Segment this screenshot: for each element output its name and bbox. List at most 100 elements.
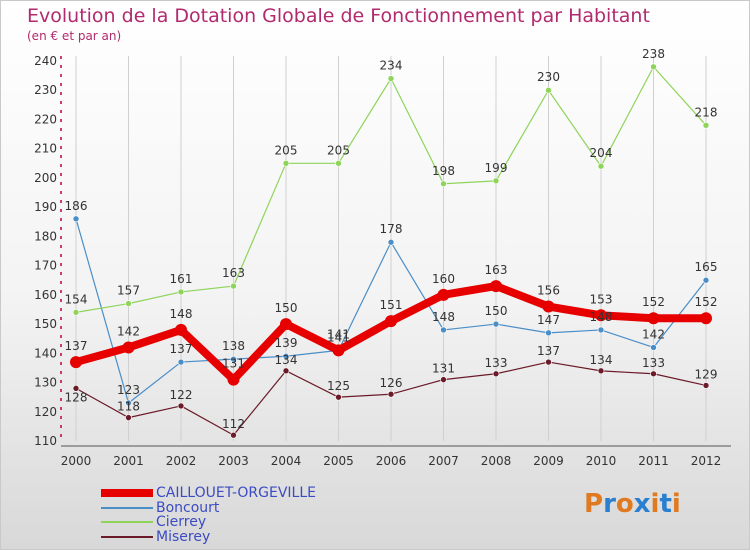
data-label-Miserey-2010: 134 [590, 353, 613, 367]
y-tick-label-180: 180 [34, 229, 57, 243]
data-point-Cierrey-2010 [597, 162, 605, 170]
x-tick-label-2005: 2005 [323, 454, 354, 468]
data-label-CAILLOUET-ORGEVILLE-2002: 148 [170, 307, 193, 321]
x-tick-label-2003: 2003 [218, 454, 249, 468]
x-tick-label-2004: 2004 [271, 454, 302, 468]
data-label-CAILLOUET-ORGEVILLE-2012: 152 [695, 295, 718, 309]
x-tick-label-2009: 2009 [533, 454, 564, 468]
data-label-Boncourt-2001: 123 [117, 383, 140, 397]
y-tick-label-110: 110 [34, 434, 57, 448]
y-tick-label-240: 240 [34, 54, 57, 68]
x-tick-label-2008: 2008 [481, 454, 512, 468]
legend-swatch [101, 489, 153, 497]
data-label-CAILLOUET-ORGEVILLE-2007: 160 [432, 272, 455, 286]
data-point-CAILLOUET-ORGEVILLE-2005 [332, 344, 345, 357]
data-label-Boncourt-2004: 139 [275, 336, 298, 350]
data-label-Boncourt-2009: 147 [537, 313, 560, 327]
data-point-Miserey-2007 [440, 376, 447, 383]
data-point-CAILLOUET-ORGEVILLE-2009 [542, 300, 555, 313]
data-label-Cierrey-2007: 198 [432, 164, 455, 178]
data-label-Cierrey-2003: 163 [222, 266, 245, 280]
data-point-Miserey-2011 [650, 370, 657, 378]
y-tick-label-130: 130 [34, 376, 57, 390]
legend-swatch [101, 535, 153, 538]
y-tick-label-170: 170 [34, 259, 57, 273]
data-label-Boncourt-2011: 142 [642, 327, 665, 341]
y-tick-label-140: 140 [34, 346, 57, 360]
data-label-Cierrey-2011: 238 [642, 47, 665, 61]
data-point-Cierrey-2002 [177, 288, 185, 296]
data-point-Boncourt-2010 [597, 326, 605, 334]
data-point-Cierrey-2001 [125, 300, 132, 307]
data-label-Cierrey-2005: 205 [327, 143, 350, 157]
data-point-Boncourt-2000 [72, 215, 80, 223]
data-point-Cierrey-2003 [230, 282, 237, 290]
data-label-Cierrey-2004: 205 [275, 143, 298, 157]
data-point-CAILLOUET-ORGEVILLE-2006 [385, 315, 397, 328]
logo-letter: x [633, 489, 651, 519]
data-label-Boncourt-2000: 186 [65, 199, 88, 213]
logo-letter: i [671, 489, 681, 519]
data-point-Boncourt-2007 [440, 326, 447, 334]
data-label-Cierrey-2009: 230 [537, 70, 560, 84]
data-point-Miserey-2004 [282, 367, 290, 375]
data-label-Cierrey-2012: 218 [695, 105, 718, 119]
data-point-Cierrey-2000 [72, 309, 80, 316]
legend-swatch [101, 521, 153, 523]
data-point-CAILLOUET-ORGEVILLE-2001 [122, 341, 135, 354]
data-label-Boncourt-2008: 150 [485, 304, 508, 318]
legend-label: Miserey [156, 528, 211, 545]
data-point-Cierrey-2012 [702, 122, 710, 129]
legend-swatch [101, 506, 153, 509]
data-point-Miserey-2006 [387, 390, 395, 398]
y-tick-label-150: 150 [34, 317, 57, 331]
data-point-Miserey-2001 [125, 414, 132, 421]
x-tick-label-2007: 2007 [428, 454, 459, 468]
data-label-CAILLOUET-ORGEVILLE-2011: 152 [642, 295, 665, 309]
x-tick-label-2011: 2011 [638, 454, 669, 468]
x-tick-label-2002: 2002 [166, 454, 197, 468]
chart-subtitle: (en € et par an) [27, 29, 122, 43]
legend-label: Boncourt [156, 499, 220, 516]
data-label-Cierrey-2001: 157 [117, 284, 140, 298]
data-point-Boncourt-2004 [282, 352, 290, 360]
data-label-CAILLOUET-ORGEVILLE-2008: 163 [485, 263, 508, 277]
data-label-CAILLOUET-ORGEVILLE-2009: 156 [537, 284, 560, 298]
data-point-Boncourt-2001 [125, 399, 132, 407]
data-label-CAILLOUET-ORGEVILLE-2001: 142 [117, 324, 140, 338]
data-label-Miserey-2011: 133 [642, 356, 665, 370]
x-tick-label-2000: 2000 [61, 454, 92, 468]
y-tick-label-220: 220 [34, 112, 57, 126]
data-label-Miserey-2007: 131 [432, 362, 455, 376]
legend-label: Cierrey [156, 514, 207, 530]
x-tick-label-2001: 2001 [113, 454, 144, 468]
data-label-Miserey-2008: 133 [485, 356, 508, 370]
y-tick-label-120: 120 [34, 405, 57, 419]
y-tick-label-190: 190 [34, 200, 57, 214]
data-point-CAILLOUET-ORGEVILLE-2000 [70, 356, 82, 369]
logo-letter: r [603, 489, 616, 519]
data-label-Boncourt-2002: 137 [170, 342, 193, 356]
data-point-Boncourt-2012 [702, 276, 710, 284]
data-label-Cierrey-2010: 204 [590, 146, 613, 160]
y-tick-label-160: 160 [34, 288, 57, 302]
data-point-Cierrey-2009 [545, 86, 552, 94]
data-point-Cierrey-2004 [282, 160, 290, 167]
data-label-Boncourt-2012: 165 [695, 260, 718, 274]
data-label-Boncourt-2005: 141 [327, 330, 350, 344]
y-tick-label-200: 200 [34, 171, 57, 185]
data-label-CAILLOUET-ORGEVILLE-2006: 151 [380, 298, 403, 312]
data-point-CAILLOUET-ORGEVILLE-2008 [490, 280, 502, 293]
proxiti-logo: Proxiti [584, 489, 681, 519]
data-label-Miserey-2009: 137 [537, 344, 560, 358]
x-tick-label-2006: 2006 [376, 454, 407, 468]
data-label-Cierrey-2008: 199 [485, 161, 508, 175]
data-point-CAILLOUET-ORGEVILLE-2003 [227, 373, 240, 386]
data-label-CAILLOUET-ORGEVILLE-2005: 141 [327, 327, 350, 341]
data-label-Miserey-2002: 122 [170, 388, 193, 402]
data-point-Boncourt-2011 [650, 344, 657, 351]
data-label-Boncourt-2003: 138 [222, 339, 245, 353]
data-point-CAILLOUET-ORGEVILLE-2002 [175, 323, 187, 336]
data-label-Miserey-2012: 129 [695, 367, 718, 381]
